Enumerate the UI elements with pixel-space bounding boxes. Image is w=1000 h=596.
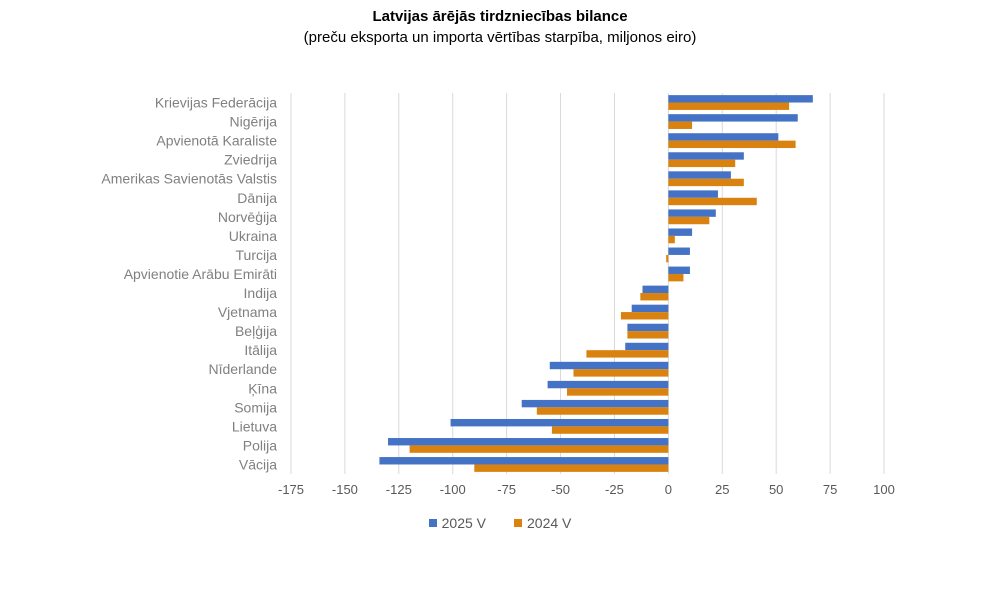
bar-2024-v — [668, 140, 796, 149]
bar-2024-v — [536, 407, 669, 415]
category-label: Polija — [243, 437, 277, 453]
bar-2025-v — [625, 342, 669, 351]
legend-label-2024: 2024 V — [527, 515, 572, 531]
category-label: Vācija — [239, 456, 277, 472]
category-label: Zviedrija — [224, 152, 277, 168]
bar-2025-v — [668, 209, 716, 217]
category-label: Krievijas Federācija — [155, 95, 277, 111]
category-label: Apvienotie Arābu Emirāti — [124, 266, 277, 282]
category-label: Norvēģija — [218, 209, 277, 225]
category-label: Somija — [234, 399, 277, 415]
x-tick-label: -75 — [497, 482, 516, 497]
category-label: Beļģija — [235, 323, 277, 339]
bar-2025-v — [388, 438, 669, 446]
bar-2024-v — [668, 178, 744, 187]
bar-2024-v — [567, 388, 669, 396]
x-tick-label: -25 — [605, 482, 624, 497]
category-label: Itālija — [244, 342, 277, 358]
legend-swatch-2024 — [514, 519, 522, 527]
bar-2024-v — [668, 159, 736, 168]
bar-2025-v — [668, 228, 693, 236]
bar-2025-v — [668, 266, 690, 274]
category-label: Nīderlande — [209, 361, 278, 377]
bar-2024-v — [668, 197, 757, 206]
legend: 2025 V 2024 V — [0, 515, 1000, 531]
bar-2024-v — [620, 312, 669, 320]
bar-2024-v — [551, 426, 669, 434]
bar-2025-v — [668, 247, 690, 255]
bar-2024-v — [586, 350, 669, 358]
bar-2025-v — [450, 418, 669, 427]
bar-2024-v — [668, 121, 693, 129]
x-tick-label: -50 — [551, 482, 570, 497]
x-tick-label: 25 — [715, 482, 729, 497]
bar-2024-v — [474, 464, 669, 472]
x-tick-label: -175 — [278, 482, 304, 497]
bar-2025-v — [521, 399, 669, 408]
x-tick-label: -125 — [386, 482, 412, 497]
x-tick-label: 50 — [769, 482, 783, 497]
bar-2025-v — [631, 304, 669, 313]
category-label: Amerikas Savienotās Valstis — [101, 171, 277, 187]
legend-swatch-2025 — [428, 519, 437, 527]
bar-2025-v — [547, 380, 669, 389]
bar-2024-v — [573, 369, 669, 377]
bar-2024-v — [627, 331, 669, 339]
legend-item-2024: 2024 V — [514, 515, 571, 531]
chart-title: Latvijas ārējās tirdzniecības bilance — [372, 8, 628, 25]
bar-2025-v — [668, 133, 779, 141]
bar-2024-v — [640, 293, 669, 301]
bar-2025-v — [379, 457, 669, 465]
bar-2025-v — [668, 114, 798, 122]
bar-2024-v — [666, 254, 669, 263]
category-label: Indija — [244, 285, 278, 301]
bar-2025-v — [668, 95, 813, 103]
bar-2025-v — [668, 171, 731, 179]
x-tick-label: 100 — [873, 482, 895, 497]
category-label: Apvienotā Karaliste — [156, 133, 277, 149]
x-tick-label: -100 — [440, 482, 466, 497]
category-label: Ķīna — [248, 380, 277, 396]
legend-item-2025: 2025 V — [428, 515, 486, 531]
bar-2024-v — [668, 102, 790, 110]
bar-2025-v — [627, 323, 669, 332]
bar-2024-v — [668, 273, 684, 282]
bar-2025-v — [549, 361, 669, 370]
bar-2024-v — [409, 445, 669, 453]
bar-2025-v — [668, 152, 744, 160]
bar-2024-v — [668, 216, 710, 225]
category-label: Ukraina — [229, 228, 277, 244]
category-label: Dānija — [237, 190, 277, 206]
category-label: Turcija — [236, 247, 278, 263]
bar-2024-v — [668, 235, 675, 244]
bar-2025-v — [642, 285, 669, 294]
x-tick-label: 75 — [823, 482, 837, 497]
bar-2025-v — [668, 190, 718, 198]
x-tick-label: 0 — [665, 482, 672, 497]
category-label: Nigērija — [230, 114, 278, 130]
legend-label-2025: 2025 V — [441, 515, 486, 531]
x-tick-label: -150 — [332, 482, 358, 497]
chart-subtitle: (preču eksporta un importa vērtības star… — [303, 29, 697, 46]
category-label: Vjetnama — [218, 304, 277, 320]
category-label: Lietuva — [232, 418, 277, 434]
